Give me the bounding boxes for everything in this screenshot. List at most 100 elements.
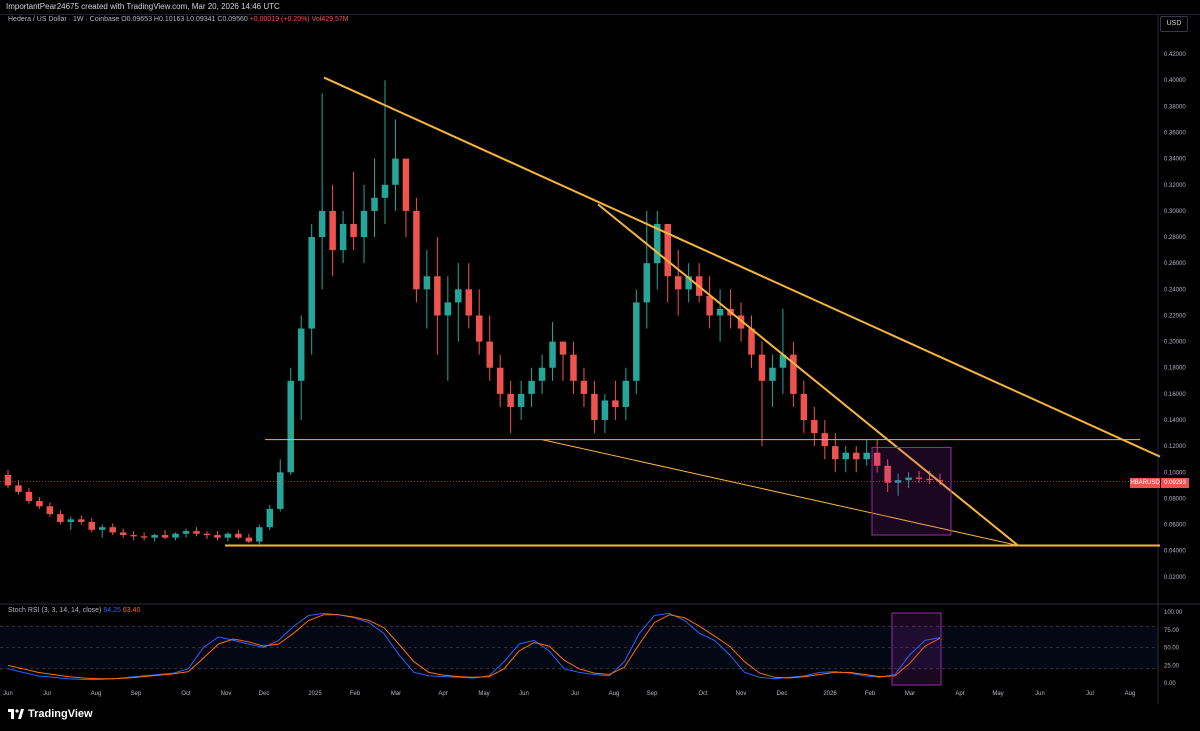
candle-body bbox=[46, 506, 54, 515]
time-tick-label: Dec bbox=[259, 691, 270, 697]
tradingview-logo[interactable]: TradingView bbox=[8, 708, 93, 720]
candle-body bbox=[601, 400, 609, 421]
credit-text: ImportantPear24675 created with TradingV… bbox=[6, 2, 280, 11]
candle-body bbox=[643, 263, 651, 303]
candle-body bbox=[507, 393, 514, 407]
rsi-tick-label: 75.00 bbox=[1164, 628, 1180, 634]
price-tick-label: 0.16000 bbox=[1164, 392, 1186, 398]
candle-body bbox=[852, 452, 860, 460]
candle-body bbox=[266, 508, 274, 528]
candle-body bbox=[130, 535, 137, 537]
candle-body bbox=[235, 533, 242, 538]
rsi-tick-label: 0.00 bbox=[1164, 681, 1176, 687]
candle-body bbox=[287, 380, 294, 473]
chart-svg[interactable]: 0.42000 0.40000 0.38000 0.36000 0.34000 0.320… bbox=[0, 15, 1200, 705]
time-tick-label: Oct bbox=[181, 691, 191, 697]
stoch-rsi-legend: Stoch RSI (3, 3, 14, 14, close) 64.25 63… bbox=[8, 607, 140, 614]
time-tick-label: Jul bbox=[1086, 691, 1094, 697]
time-tick-label: Feb bbox=[350, 691, 361, 697]
candle-body bbox=[769, 367, 776, 381]
price-tick-label: 0.14000 bbox=[1164, 418, 1186, 424]
candle-body bbox=[894, 480, 902, 483]
candle-body bbox=[99, 527, 106, 530]
candle-body bbox=[308, 237, 315, 329]
candle-body bbox=[78, 519, 85, 522]
time-tick-label: Jun bbox=[1035, 691, 1045, 697]
tradingview-logo-text: TradingView bbox=[28, 708, 93, 720]
candle-body bbox=[256, 527, 263, 542]
price-tick-label: 0.30000 bbox=[1164, 209, 1186, 215]
symbol-name: Hedera / US Dollar · 1W · Coinbase bbox=[8, 16, 120, 23]
candle-body bbox=[318, 210, 326, 238]
candle-body bbox=[371, 197, 378, 211]
candle-body bbox=[339, 223, 347, 251]
price-tick-label: 0.40000 bbox=[1164, 78, 1186, 84]
candle-body bbox=[434, 276, 441, 316]
time-tick-label: Jun bbox=[3, 691, 13, 697]
price-tick-label: 0.28000 bbox=[1164, 235, 1186, 241]
time-tick-label: Aug bbox=[91, 691, 102, 697]
candle-body bbox=[936, 480, 944, 482]
legend-high: H0.10163 bbox=[153, 16, 185, 23]
candle-body bbox=[884, 465, 891, 483]
time-tick-label: Apr bbox=[438, 691, 447, 697]
candle-body bbox=[570, 354, 577, 381]
candle-body bbox=[392, 158, 399, 185]
candle-body bbox=[559, 341, 567, 355]
candle-body bbox=[25, 491, 33, 502]
candle-body bbox=[193, 531, 200, 534]
candle-body bbox=[811, 420, 818, 434]
candle-body bbox=[88, 521, 96, 530]
candle-body bbox=[633, 302, 640, 381]
price-tick-label: 0.06000 bbox=[1164, 523, 1186, 529]
time-tick-label: Mar bbox=[905, 691, 915, 697]
candle-body bbox=[475, 315, 483, 342]
price-tick-label: 0.36000 bbox=[1164, 130, 1186, 136]
time-tick-label: Apr bbox=[955, 691, 964, 697]
credit-bar: ImportantPear24675 created with TradingV… bbox=[0, 0, 1200, 14]
time-tick-label: 2025 bbox=[308, 691, 322, 697]
candle-body bbox=[140, 536, 148, 538]
price-tick-label: 0.42000 bbox=[1164, 52, 1186, 58]
legend-volume: Vol429.57M bbox=[311, 16, 349, 23]
chart-frame[interactable]: 0.42000 0.40000 0.38000 0.36000 0.34000 0.320… bbox=[0, 14, 1200, 705]
candle-body bbox=[915, 477, 923, 479]
time-tick-label: Nov bbox=[221, 691, 232, 697]
time-tick-label: Oct bbox=[698, 691, 708, 697]
stoch-rsi-d-value: 63.40 bbox=[122, 607, 141, 614]
footer bbox=[0, 704, 1200, 731]
candle-body bbox=[863, 452, 870, 460]
candle-body bbox=[15, 485, 22, 492]
candle-body bbox=[277, 472, 284, 509]
currency-button[interactable]: USD bbox=[1160, 16, 1188, 32]
stoch-rsi-k-value: 64.25 bbox=[103, 607, 121, 614]
candle-body bbox=[779, 354, 787, 368]
candle-body bbox=[36, 501, 43, 507]
candle-body bbox=[800, 393, 808, 421]
stoch-rsi-title: Stoch RSI (3, 3, 14, 14, close) bbox=[8, 607, 102, 614]
time-tick-label: Jul bbox=[43, 691, 51, 697]
candle-body bbox=[538, 367, 546, 381]
candle-body bbox=[203, 533, 211, 536]
candle-body bbox=[842, 452, 849, 460]
candle-body bbox=[758, 354, 766, 381]
time-tick-label: 2026 bbox=[823, 691, 837, 697]
candle-body bbox=[224, 533, 232, 538]
candle-body bbox=[790, 354, 797, 394]
price-tick-label: 0.20000 bbox=[1164, 340, 1186, 346]
candle-body bbox=[905, 477, 912, 481]
price-tick-label: 0.18000 bbox=[1164, 366, 1186, 372]
legend-open: O0.09653 bbox=[121, 16, 152, 23]
price-tick-label: 0.24000 bbox=[1164, 287, 1186, 293]
candle-body bbox=[119, 532, 127, 536]
candle-body bbox=[486, 341, 493, 368]
time-tick-label: May bbox=[992, 691, 1003, 697]
rsi-tick-label: 100.00 bbox=[1164, 610, 1183, 616]
candle-body bbox=[748, 328, 755, 355]
candle-body bbox=[402, 158, 410, 211]
tradingview-logo-icon bbox=[8, 709, 24, 720]
price-tick-label: 0.12000 bbox=[1164, 444, 1186, 450]
candle-body bbox=[4, 474, 12, 486]
legend-change: +0.00019 (+0.20%) bbox=[249, 16, 310, 23]
inner-trendline bbox=[597, 203, 1019, 547]
